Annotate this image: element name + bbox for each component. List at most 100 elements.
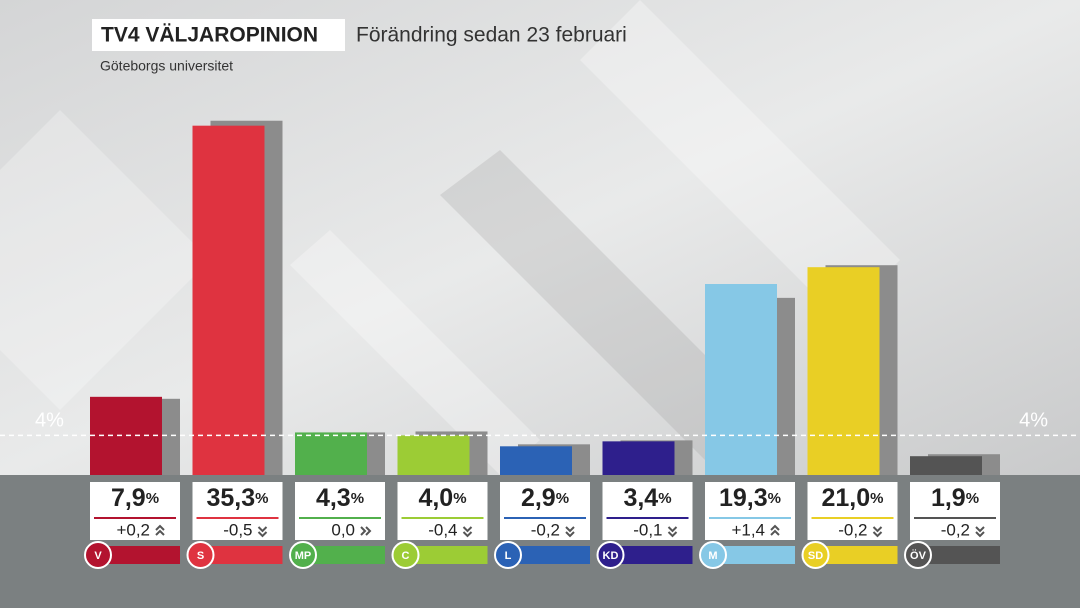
party-logo bbox=[904, 541, 932, 569]
change-label: -0,2 bbox=[531, 520, 560, 539]
value-number: 1,9 bbox=[931, 484, 966, 512]
party-label: V bbox=[94, 550, 102, 562]
decoration bbox=[440, 150, 780, 475]
party-logo bbox=[801, 541, 830, 569]
source: Göteborgs universitet bbox=[100, 58, 233, 74]
value-number: 19,3 bbox=[719, 484, 768, 512]
party-label: S bbox=[197, 550, 204, 562]
party-label: SD bbox=[808, 550, 823, 562]
change-arrow bbox=[975, 526, 985, 538]
value-box bbox=[90, 482, 180, 540]
value-number: 2,9 bbox=[521, 484, 556, 512]
value-label: 1,9% bbox=[931, 484, 979, 512]
decoration bbox=[580, 0, 900, 320]
party-label: KD bbox=[603, 550, 619, 562]
party-strip bbox=[500, 546, 590, 564]
change-arrow bbox=[872, 526, 883, 538]
bar bbox=[500, 446, 572, 475]
bar bbox=[807, 267, 880, 475]
threshold-label: 4% bbox=[35, 410, 64, 432]
value-number: 4,3 bbox=[316, 484, 351, 512]
unit: % bbox=[870, 490, 883, 507]
value-number: 7,9 bbox=[111, 484, 146, 512]
party-label: ÖV bbox=[910, 549, 927, 562]
value-label: 4,3% bbox=[316, 484, 364, 512]
unit: % bbox=[768, 490, 781, 507]
unit: % bbox=[453, 490, 466, 507]
value-label: 19,3% bbox=[719, 484, 781, 512]
party-logo bbox=[699, 541, 727, 569]
decoration bbox=[0, 110, 210, 410]
change-arrow bbox=[667, 526, 678, 538]
party-label: C bbox=[402, 550, 410, 562]
value-box bbox=[910, 482, 1000, 540]
party-logo bbox=[289, 541, 317, 569]
bar bbox=[602, 441, 675, 475]
unit: % bbox=[966, 490, 979, 507]
party-logo bbox=[596, 541, 625, 569]
party-label: MP bbox=[295, 550, 312, 562]
change-label: -0,2 bbox=[838, 520, 867, 539]
value-label: 7,9% bbox=[111, 484, 159, 512]
change-label: -0,2 bbox=[941, 520, 970, 539]
bar bbox=[910, 456, 982, 475]
change-label: +0,2 bbox=[116, 520, 150, 539]
value-label: 35,3% bbox=[206, 484, 268, 512]
value-label: 2,9% bbox=[521, 484, 569, 512]
party-strip bbox=[910, 546, 1000, 564]
party-strip bbox=[397, 546, 488, 564]
bar bbox=[295, 432, 367, 475]
value-number: 21,0 bbox=[821, 484, 870, 512]
change-label: -0,4 bbox=[428, 520, 457, 539]
party-label: M bbox=[708, 550, 717, 562]
value-box bbox=[602, 482, 693, 540]
value-number: 4,0 bbox=[418, 484, 453, 512]
threshold-label: 4% bbox=[1019, 410, 1048, 432]
change-label: -0,5 bbox=[223, 520, 252, 539]
value-label: 21,0% bbox=[821, 484, 883, 512]
party-strip bbox=[602, 546, 693, 564]
decoration bbox=[290, 230, 540, 475]
party-label: L bbox=[505, 550, 512, 562]
party-strip bbox=[807, 546, 898, 564]
background bbox=[0, 0, 1080, 475]
change-arrow bbox=[155, 524, 165, 536]
change-arrow bbox=[257, 526, 268, 538]
title-box bbox=[92, 19, 345, 51]
party-strip bbox=[90, 546, 180, 564]
change-arrow bbox=[462, 526, 473, 538]
unit: % bbox=[556, 490, 569, 507]
value-box bbox=[705, 482, 795, 540]
unit: % bbox=[146, 490, 159, 507]
value-box bbox=[397, 482, 488, 540]
value-box bbox=[807, 482, 898, 540]
change-label: +1,4 bbox=[731, 520, 765, 539]
value-number: 3,4 bbox=[623, 484, 658, 512]
bar bbox=[397, 435, 470, 475]
change-label: 0,0 bbox=[331, 520, 355, 539]
party-logo bbox=[391, 541, 420, 569]
change-arrow bbox=[565, 526, 575, 538]
party-logo bbox=[84, 541, 112, 569]
value-box bbox=[192, 482, 283, 540]
value-box bbox=[500, 482, 590, 540]
value-label: 4,0% bbox=[418, 484, 466, 512]
party-strip bbox=[705, 546, 795, 564]
party-logo bbox=[494, 541, 522, 569]
unit: % bbox=[351, 490, 364, 507]
party-strip bbox=[192, 546, 283, 564]
bar bbox=[705, 284, 777, 475]
change-label: -0,1 bbox=[633, 520, 662, 539]
unit: % bbox=[658, 490, 671, 507]
change-arrow bbox=[360, 526, 372, 536]
change-arrow bbox=[770, 524, 780, 536]
value-label: 3,4% bbox=[623, 484, 671, 512]
bar bbox=[192, 125, 265, 475]
title: TV4 VÄLJAROPINION bbox=[101, 24, 318, 47]
party-logo bbox=[186, 541, 215, 569]
party-strip bbox=[295, 546, 385, 564]
unit: % bbox=[255, 490, 268, 507]
subtitle: Förändring sedan 23 februari bbox=[356, 24, 627, 47]
value-number: 35,3 bbox=[206, 484, 255, 512]
